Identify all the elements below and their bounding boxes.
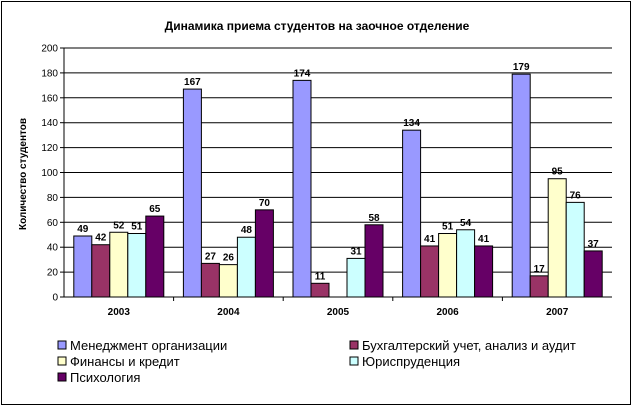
x-tick-label: 2005 [327,307,350,318]
x-tick-label: 2004 [217,307,240,318]
data-label: 51 [131,222,143,233]
data-label: 54 [460,218,472,229]
y-tick-label: 180 [41,68,58,79]
y-tick-label: 60 [47,218,59,229]
x-tick-label: 2003 [108,307,131,318]
y-tick-label: 20 [47,268,59,279]
legend-label: Бухгалтерский учет, анализ и аудит [362,338,576,353]
bar [292,79,312,298]
y-tick-label: 0 [52,293,58,304]
legend-swatch [57,340,67,350]
data-label: 42 [95,233,107,244]
data-label: 134 [403,118,420,129]
bar [109,231,129,298]
bar [583,250,603,298]
y-tick-label: 200 [41,44,58,55]
y-tick-label: 120 [41,143,58,154]
data-label: 37 [588,239,600,250]
bar [364,224,384,298]
bar [547,178,567,298]
data-label: 174 [294,68,311,79]
data-label: 65 [149,204,161,215]
bar [402,129,422,298]
data-label: 49 [77,224,89,235]
bar [218,264,238,298]
data-label: 41 [424,234,436,245]
bar [254,209,274,298]
legend-swatch [57,372,67,382]
data-label: 26 [223,253,235,264]
y-axis-title: Количество студентов [18,118,29,230]
y-tick-label: 80 [47,193,59,204]
bar [474,245,494,298]
axis-layer: 0 20 40 60 80 100 120 140 160 180 200 2003 2004 2005 2… [41,44,612,318]
bar [346,257,366,298]
bar [420,245,440,298]
bars-layer [73,73,603,298]
chart-title: Динамика приема студентов на заочное отд… [165,19,470,33]
legend-label: Юриспруденция [362,354,460,369]
data-label: 95 [552,167,564,178]
bar [236,236,256,298]
bar [565,201,585,298]
data-label: 51 [442,222,454,233]
data-label: 41 [478,234,490,245]
data-label: 17 [534,264,546,275]
data-label: 27 [205,251,217,262]
data-label: 52 [113,220,125,231]
data-label: 11 [315,271,326,282]
legend-label: Финансы и кредит [70,354,180,369]
data-label: 76 [570,190,582,201]
x-tick-label: 2006 [436,307,459,318]
data-label: 70 [259,198,271,209]
bar [511,73,531,298]
x-tick-label: 2007 [546,307,569,318]
labels-layer: 49 42 52 51 65 167 27 26 48 70 174 11 31 58 134 41 51 54 4… [77,62,599,282]
bar [529,275,549,298]
bar [438,233,458,298]
bar [145,215,165,298]
legend-swatch [349,356,359,366]
data-label: 58 [368,213,380,224]
data-label: 31 [350,246,362,257]
legend-label: Психология [70,370,140,385]
bar [127,233,147,298]
bar [182,88,202,298]
data-label: 179 [513,62,530,73]
data-label: 48 [241,225,253,236]
bar [73,235,93,298]
legend-swatch [57,356,67,366]
bar [91,244,111,298]
y-tick-label: 160 [41,93,58,104]
legend: Менеджмент организации Бухгалтерский учет… [57,338,576,385]
legend-swatch [349,340,359,350]
bar [456,229,476,298]
legend-label: Менеджмент организации [70,338,227,353]
y-tick-label: 140 [41,118,58,129]
bar [200,262,220,298]
bar [310,282,330,298]
data-label: 167 [184,77,201,88]
y-tick-label: 100 [41,168,58,179]
y-tick-label: 40 [47,243,59,254]
